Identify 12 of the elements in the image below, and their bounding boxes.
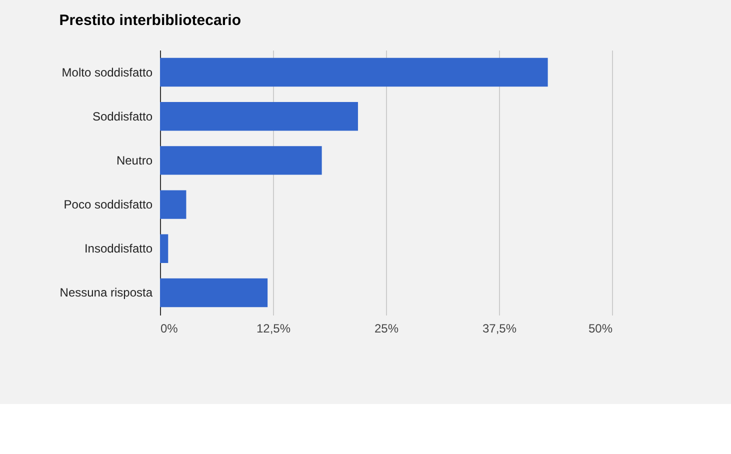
y-tick-label: Insoddisfatto [84,242,153,256]
x-tick-label: 50% [588,322,613,336]
x-tick-label: 0% [160,322,178,336]
y-tick-label: Nessuna risposta [60,286,153,300]
x-tick-label: 37,5% [482,322,517,336]
y-tick-label: Poco soddisfatto [64,198,153,212]
y-tick-label: Molto soddisfatto [62,65,153,80]
chart-title: Prestito interbibliotecario [59,12,241,29]
x-tick-label: 12,5% [256,322,291,336]
y-tick-label: Soddisfatto [92,109,153,124]
y-tick-label: Neutro [116,153,153,168]
x-tick-label: 25% [374,322,399,336]
